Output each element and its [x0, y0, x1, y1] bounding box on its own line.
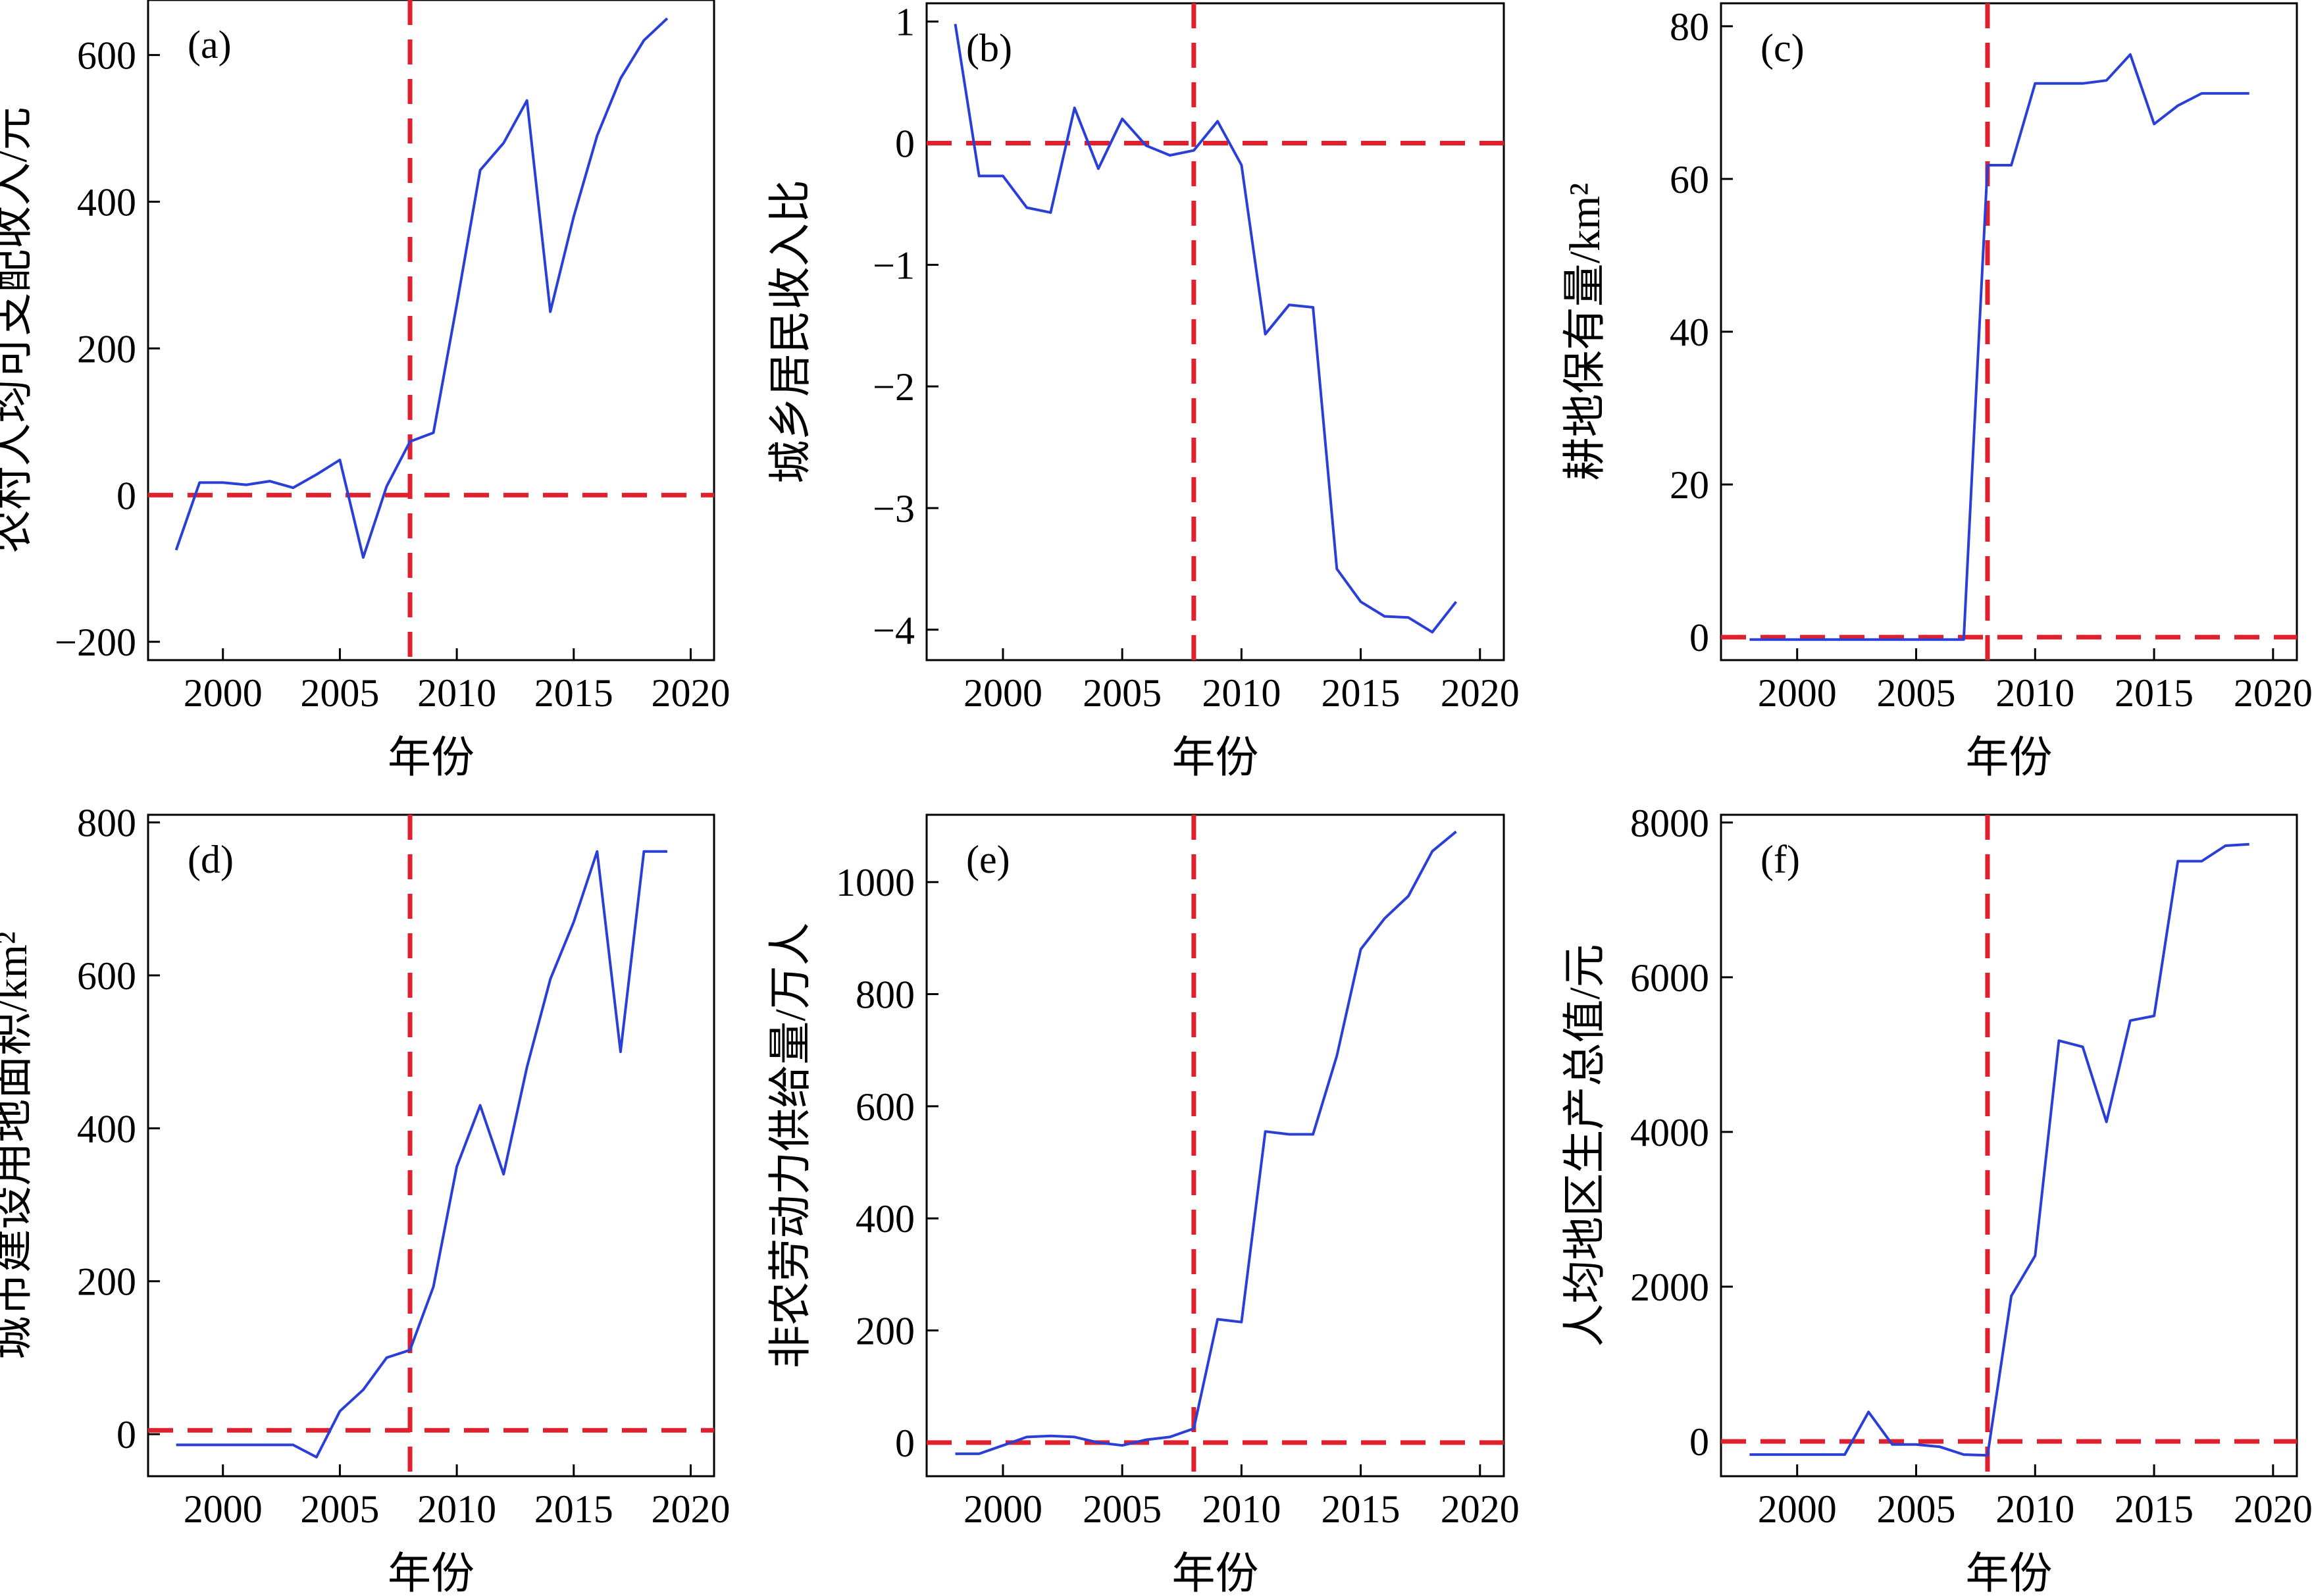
chart-panel-5: 2000 2005 2010 2015 2020 0 200 400 600 800 1000 (e)… [767, 813, 1520, 1596]
x-tick-label: 2015 [1322, 671, 1400, 715]
x-tick-label: 2000 [1758, 671, 1837, 715]
x-tick-label: 2005 [300, 671, 379, 715]
panel-label: (e) [966, 838, 1010, 881]
series-line-1 [955, 831, 1457, 1455]
y-tick-label: 200 [77, 327, 136, 371]
chart-panel-2: 2000 2005 2010 2015 2020 −4 −3 −2 −1 0 1 (b) 年份 城乡居民收… [767, 1, 1520, 782]
x-tick-label: 2000 [963, 1487, 1042, 1531]
chart-panel-4: 2000 2005 2010 2015 2020 0 200 400 600 800 (d) 年份 城市… [0, 802, 730, 1596]
x-tick-label: 2020 [651, 1487, 730, 1531]
x-tick-label: 2000 [963, 671, 1042, 715]
y-axis-title: 人均地区生产总值/元 [1561, 944, 1609, 1347]
y-tick-label: 0 [895, 122, 915, 166]
x-tick-label: 2005 [1083, 671, 1162, 715]
y-tick-label: 1000 [836, 861, 915, 904]
panel-label: (d) [188, 838, 234, 881]
panel-label: (f) [1760, 838, 1800, 881]
x-tick-label: 2005 [300, 1487, 379, 1531]
x-tick-label: 2015 [534, 1487, 613, 1531]
chart-panel-3: 2000 2005 2010 2015 2020 0 20 40 60 80 (c) 年份 耕地保有量/… [1561, 2, 2312, 782]
x-tick-label: 2015 [1322, 1487, 1400, 1531]
plot-frame [147, 813, 715, 1478]
y-tick-label: 6000 [1630, 956, 1709, 1000]
x-tick-label: 2005 [1876, 671, 1955, 715]
y-axis-title: 农村人均可支配收入/元 [0, 107, 36, 553]
x-tick-label: 2000 [184, 1487, 263, 1531]
x-tick-label: 2015 [2115, 1487, 2194, 1531]
panel-label: (c) [1760, 26, 1805, 70]
x-axis-title: 年份 [1172, 734, 1259, 782]
x-tick-label: 2015 [2115, 671, 2194, 715]
y-tick-label: 600 [77, 34, 136, 78]
y-tick-label: 400 [77, 180, 136, 224]
x-axis-title: 年份 [1966, 1550, 2053, 1596]
y-tick-label: 800 [856, 973, 915, 1017]
y-tick-label: −4 [873, 609, 915, 652]
x-tick-label: 2010 [1995, 1487, 2074, 1531]
y-tick-label: 200 [77, 1260, 136, 1304]
y-axis-title: 耕地保有量/km² [1561, 183, 1609, 480]
plot-frame [925, 813, 1505, 1478]
series-line-1 [1749, 842, 2249, 1457]
y-tick-label: 0 [1689, 616, 1709, 659]
x-tick-label: 2020 [1441, 1487, 1520, 1531]
x-tick-label: 2020 [651, 671, 730, 715]
y-tick-label: 0 [116, 474, 136, 517]
y-tick-label: 20 [1670, 463, 1709, 507]
y-tick-label: 800 [77, 802, 136, 845]
x-tick-label: 2010 [1995, 671, 2074, 715]
x-tick-label: 2010 [417, 1487, 496, 1531]
y-tick-label: 8000 [1630, 802, 1709, 845]
x-tick-label: 2000 [1758, 1487, 1837, 1531]
x-tick-label: 2020 [1441, 671, 1520, 715]
x-axis-title: 年份 [388, 734, 475, 782]
series-line-1 [176, 850, 667, 1458]
y-tick-label: −1 [873, 244, 915, 287]
y-tick-label: 1 [895, 1, 915, 44]
panel-label: (b) [966, 26, 1012, 70]
x-tick-label: 2015 [534, 671, 613, 715]
y-tick-label: 60 [1670, 158, 1709, 201]
x-tick-label: 2010 [417, 671, 496, 715]
x-tick-label: 2005 [1083, 1487, 1162, 1531]
y-axis-title: 非农劳动力供给量/万人 [767, 922, 815, 1368]
x-tick-label: 2000 [184, 671, 263, 715]
x-tick-label: 2010 [1202, 671, 1281, 715]
x-tick-label: 2020 [2234, 1487, 2312, 1531]
y-tick-label: 600 [856, 1085, 915, 1129]
y-tick-label: 400 [77, 1107, 136, 1150]
x-tick-label: 2005 [1876, 1487, 1955, 1531]
y-tick-label: −200 [55, 621, 136, 664]
y-tick-label: 80 [1670, 5, 1709, 49]
y-axis-title: 城市建设用地面积/km² [0, 931, 36, 1359]
plot-frame [1720, 813, 2298, 1478]
y-tick-label: 200 [856, 1310, 915, 1353]
chart-panel-1: 2000 2005 2010 2015 2020 −200 0 200 400 600 (a) 年份 农… [0, 0, 730, 782]
y-axis-title: 城乡居民收入比 [767, 180, 815, 484]
plot-frame [147, 0, 715, 661]
y-tick-label: 4000 [1630, 1111, 1709, 1154]
y-tick-label: −2 [873, 365, 915, 409]
x-axis-title: 年份 [1172, 1550, 1259, 1596]
y-tick-label: 2000 [1630, 1266, 1709, 1309]
y-tick-label: 400 [856, 1197, 915, 1241]
chart-panel-6: 2000 2005 2010 2015 2020 0 2000 4000 6000 8000 (f)… [1561, 802, 2312, 1596]
panel-label: (a) [188, 23, 232, 66]
series-line-1 [1749, 53, 2249, 641]
y-tick-label: 0 [116, 1413, 136, 1456]
x-tick-label: 2010 [1202, 1487, 1281, 1531]
plot-frame [1720, 2, 2298, 661]
series-line-1 [174, 17, 669, 559]
x-axis-title: 年份 [1966, 734, 2053, 782]
y-tick-label: −3 [873, 487, 915, 530]
y-tick-label: 600 [77, 954, 136, 998]
y-tick-label: 0 [1689, 1420, 1709, 1464]
y-tick-label: 0 [895, 1422, 915, 1465]
x-axis-title: 年份 [388, 1550, 475, 1596]
plot-frame [925, 2, 1505, 661]
series-line-1 [954, 24, 1458, 634]
y-tick-label: 40 [1670, 311, 1709, 354]
x-tick-label: 2020 [2234, 671, 2312, 715]
